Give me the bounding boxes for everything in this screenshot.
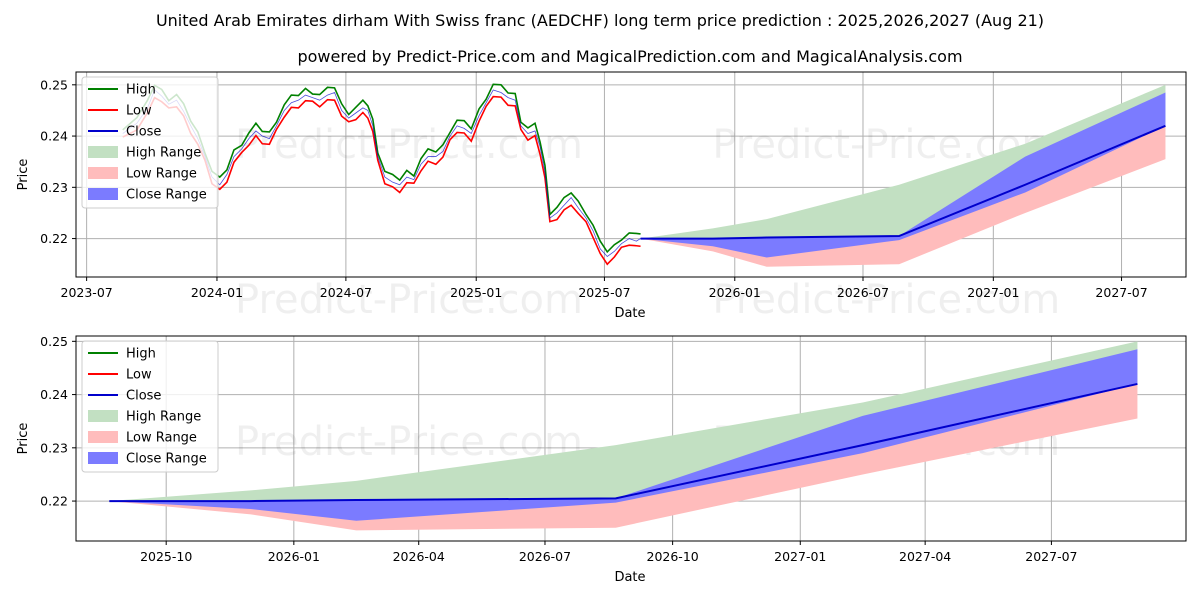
legend-label: High Range [126, 410, 201, 425]
legend-low-range-swatch [88, 431, 118, 443]
plot-area [122, 83, 1166, 267]
watermark-text: Predict-Price.com [235, 277, 583, 323]
x-tick-label: 2025-07 [578, 285, 630, 300]
x-tick-label: 2027-01 [967, 285, 1019, 300]
x-tick-label: 2025-01 [450, 285, 502, 300]
y-axis-label: Price [16, 159, 31, 191]
watermark-text: Predict-Price.com [235, 419, 583, 465]
x-tick-label: 2026-10 [647, 549, 699, 564]
x-tick-label: 2024-07 [320, 285, 372, 300]
close-range-band [640, 92, 1166, 258]
legend-high-range-swatch [88, 410, 118, 422]
x-tick-label: 2027-07 [1095, 285, 1147, 300]
legend-label: Close Range [126, 452, 207, 467]
y-tick-label: 0.24 [40, 129, 68, 144]
legend-label: Low Range [126, 167, 197, 182]
legend-high-range-swatch [88, 146, 118, 158]
x-tick-label: 2027-04 [899, 549, 951, 564]
axes-frame [75, 71, 1187, 278]
y-tick-label: 0.22 [40, 494, 68, 509]
high-series-line [122, 83, 641, 254]
top-chart-panel: Predict-Price.com Predict-Price.com Predic… [16, 71, 1187, 323]
close-forecast-line [109, 382, 1138, 503]
legend-close-range-swatch [88, 452, 118, 464]
legend-label: Close Range [126, 188, 207, 203]
legend-label: Low [126, 368, 152, 383]
x-tick-label: 2024-01 [191, 285, 243, 300]
y-tick-label: 0.25 [40, 334, 68, 349]
legend-label: Close [126, 389, 161, 404]
legend-label: Low [126, 104, 152, 119]
watermark-text: Predict-Price.com [235, 122, 583, 168]
x-tick-label: 2026-01 [709, 285, 761, 300]
legend-label: High [126, 347, 156, 362]
legend-label: Low Range [126, 431, 197, 446]
legend-label: Close [126, 125, 161, 140]
legend-label: High [126, 83, 156, 98]
y-tick-label: 0.24 [40, 387, 68, 402]
x-axis-label: Date [614, 570, 645, 585]
y-tick-label: 0.23 [40, 180, 68, 195]
close-forecast-line [640, 124, 1166, 240]
y-axis-label: Price [16, 423, 31, 455]
x-tick-label: 2027-07 [1025, 549, 1077, 564]
y-tick-label: 0.23 [40, 440, 68, 455]
axes-frame [75, 335, 1187, 542]
low-series-line [122, 95, 641, 266]
chart-subtitle: powered by Predict-Price.com and Magical… [297, 47, 962, 66]
x-tick-label: 2026-07 [837, 285, 889, 300]
watermark-text: Predict-Price.com [712, 277, 1060, 323]
bottom-chart-panel: Predict-Price.comPredict-Price.com2025-1… [16, 334, 1187, 585]
chart-title: United Arab Emirates dirham With Swiss f… [156, 11, 1044, 30]
x-tick-label: 2026-01 [268, 549, 320, 564]
y-tick-label: 0.22 [40, 231, 68, 246]
x-tick-label: 2027-01 [774, 549, 826, 564]
y-tick-label: 0.25 [40, 77, 68, 92]
plot-area [109, 341, 1138, 531]
close-history-line [122, 89, 641, 258]
legend-close-range-swatch [88, 188, 118, 200]
close-range-band [109, 349, 1138, 521]
legend-label: High Range [126, 146, 201, 161]
x-tick-label: 2026-04 [393, 549, 445, 564]
x-axis-label: Date [614, 306, 645, 321]
x-tick-label: 2023-07 [61, 285, 113, 300]
legend-low-range-swatch [88, 167, 118, 179]
x-tick-label: 2025-10 [140, 549, 192, 564]
x-tick-label: 2026-07 [519, 549, 571, 564]
